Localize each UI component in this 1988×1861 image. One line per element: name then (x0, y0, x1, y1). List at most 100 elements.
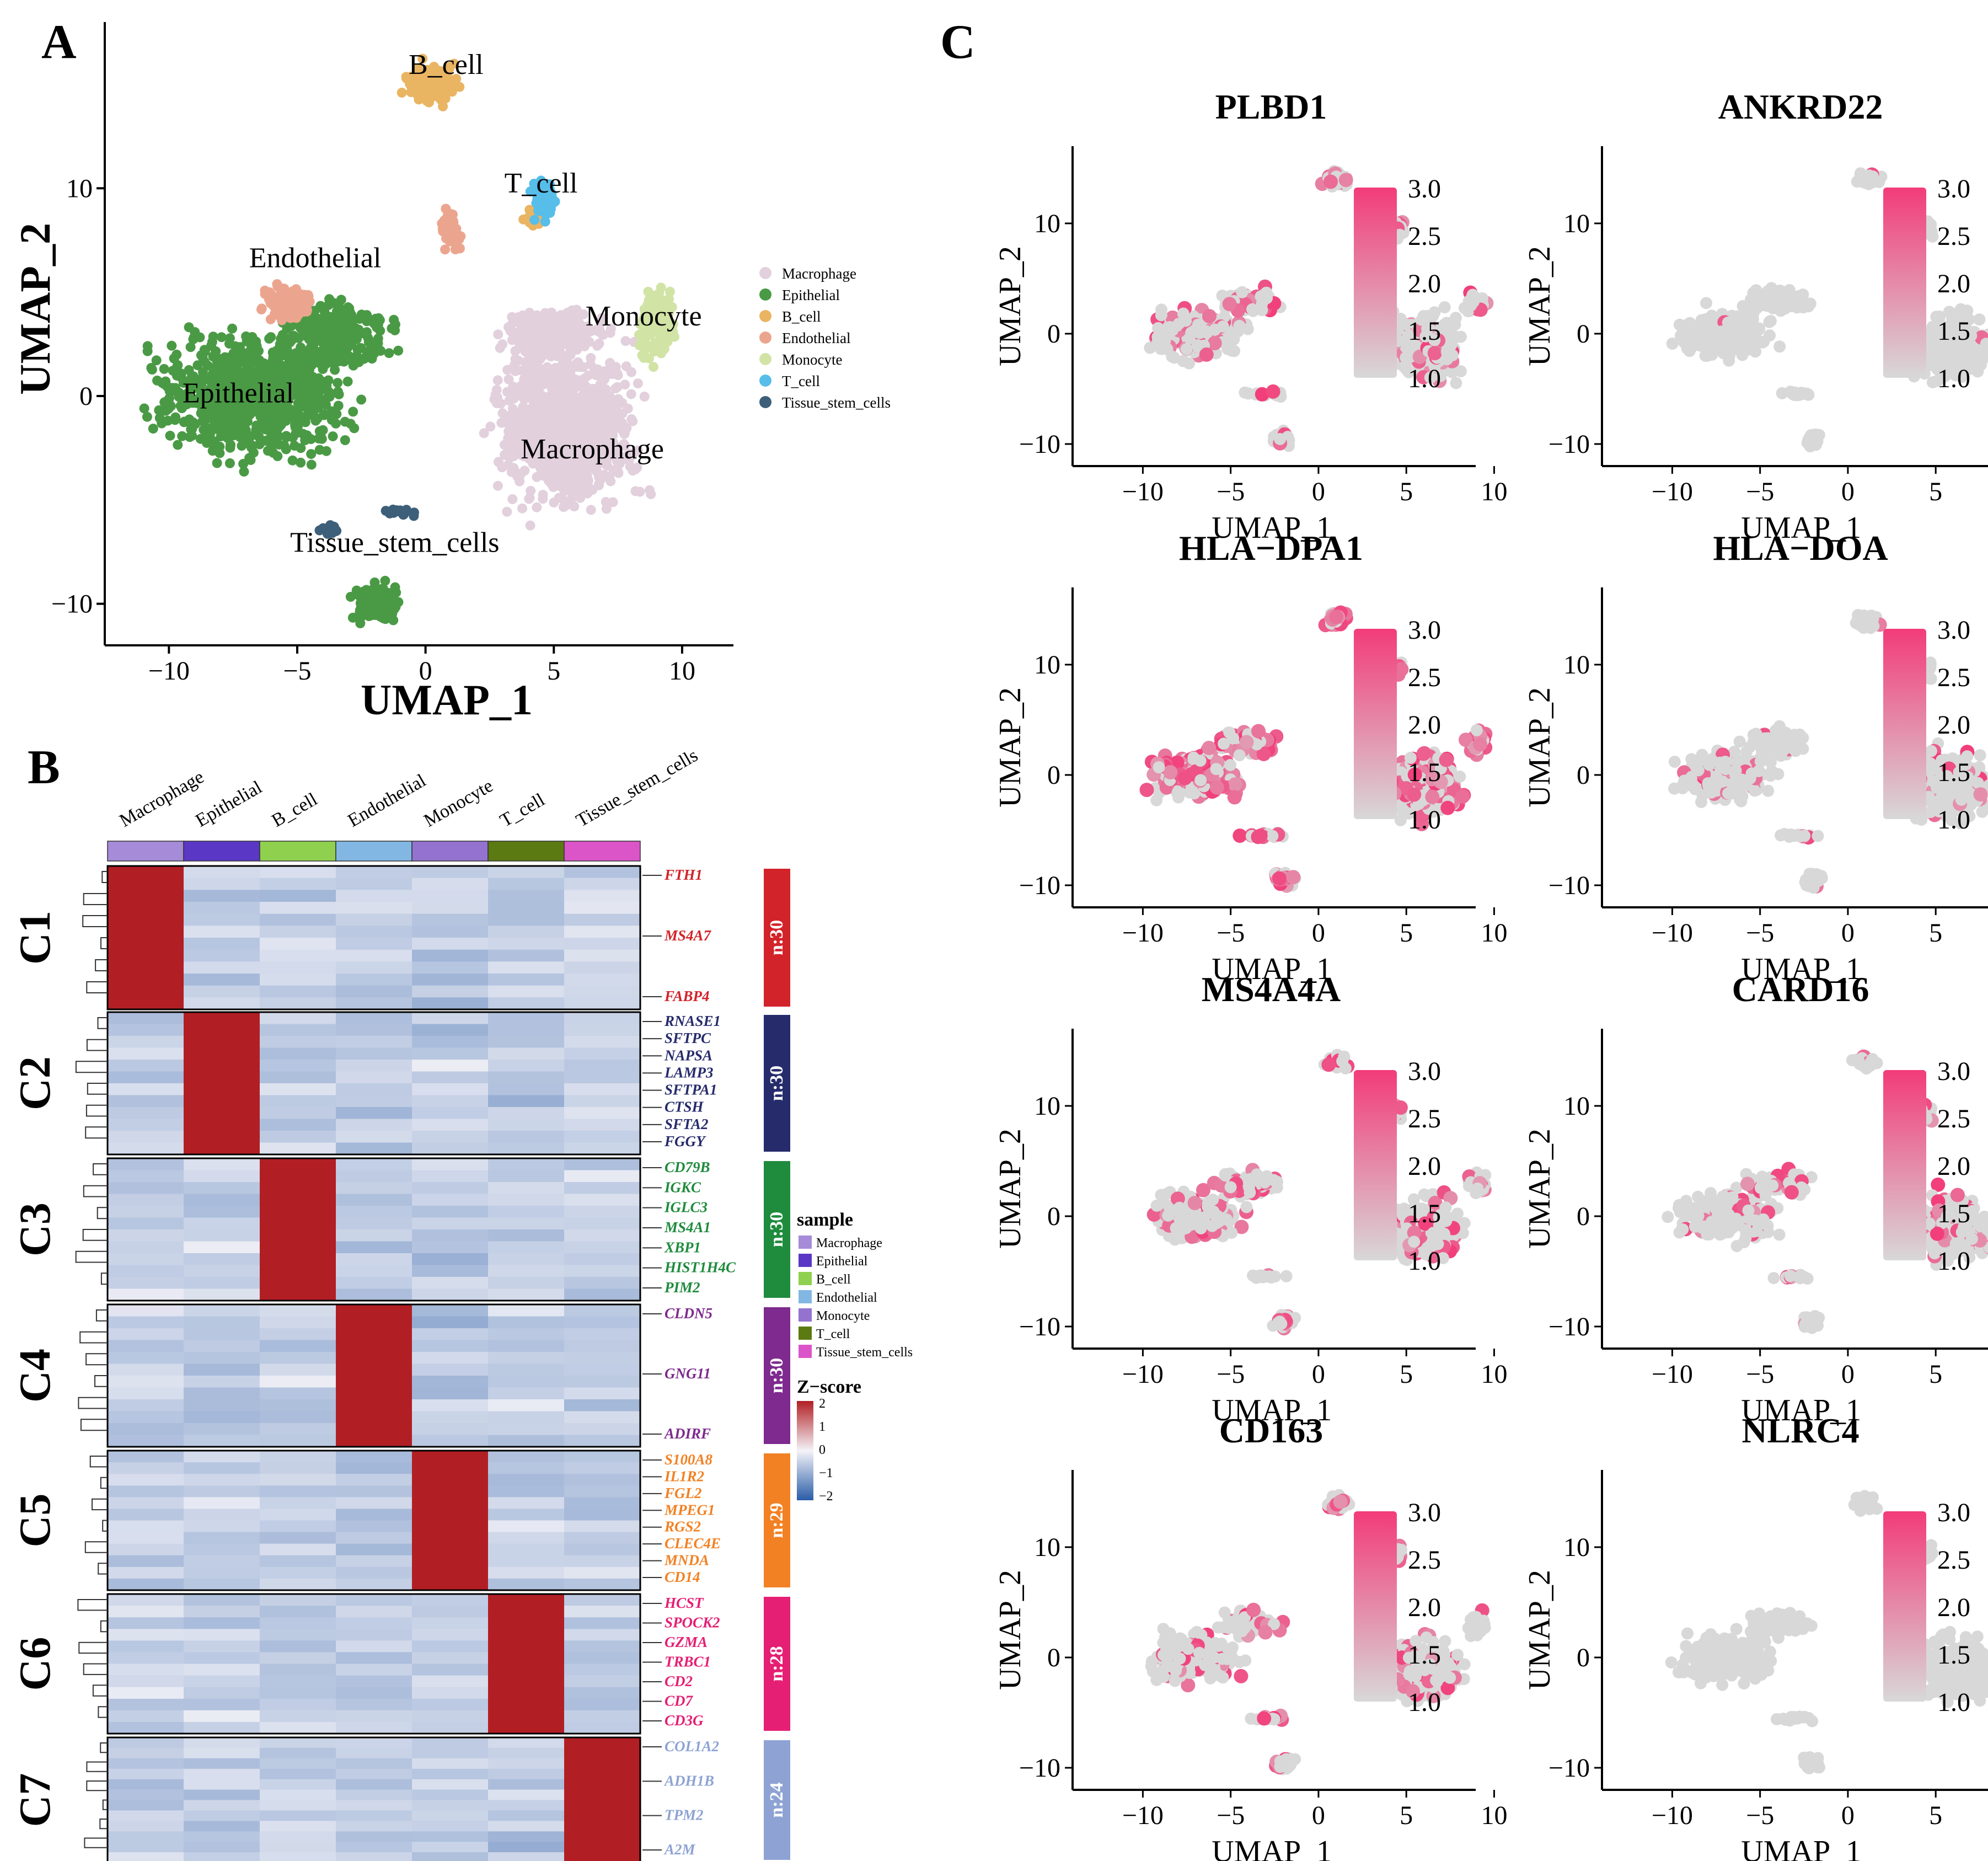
umap-point (294, 363, 305, 373)
heatmap-cell (564, 1328, 641, 1340)
heatmap-cell (564, 1555, 641, 1568)
dendrogram-branch (82, 915, 108, 927)
heatmap-cell (184, 1509, 260, 1521)
heatmap-cell (260, 1253, 336, 1265)
heatmap-cell (412, 938, 489, 950)
heatmap-cell (336, 1842, 412, 1853)
heatmap-cell (412, 974, 489, 986)
umap-point (224, 458, 235, 468)
legend-swatch (759, 331, 771, 344)
heatmap-cell (260, 1352, 336, 1364)
heatmap-cell (336, 1182, 412, 1194)
heatmap-cell (184, 1024, 260, 1036)
heatmap-cell (488, 1698, 565, 1711)
heatmap-cell (412, 1842, 489, 1853)
heatmap-cell (184, 1710, 260, 1723)
heatmap-cell (412, 913, 489, 926)
heatmap-cell (488, 1083, 565, 1095)
heatmap-cell (488, 1399, 565, 1411)
legend-swatch (799, 1308, 812, 1322)
heatmap-cell (412, 1119, 489, 1131)
umap-point (510, 366, 521, 376)
umap-point (333, 387, 343, 397)
umap-point (551, 465, 562, 475)
umap-point (396, 88, 407, 98)
umap-point (318, 410, 329, 420)
umap-point (554, 387, 565, 397)
dendrogram-branch (100, 937, 108, 949)
umap-point (172, 371, 182, 381)
heatmap-cell (412, 1423, 489, 1435)
heatmap-cell (564, 1652, 641, 1664)
heatmap-cell (412, 1831, 489, 1842)
heatmap-cell (488, 1747, 565, 1759)
heatmap-cell (336, 1779, 412, 1790)
umap-point (274, 343, 285, 354)
heatmap-cell (184, 1555, 260, 1568)
heatmap-cell (488, 1509, 565, 1521)
heatmap-cell (108, 1566, 184, 1579)
feature-plot-1: ANKRD22−10−50510100−10UMAP_1UMAP_23.02.5… (1523, 87, 1988, 545)
umap-point (492, 375, 503, 386)
heatmap-cell (184, 1485, 260, 1498)
heatmap-cell (260, 1194, 336, 1206)
sample-legend: sampleMacrophageEpithelialB_cellEndothel… (797, 1210, 913, 1360)
heatmap-cell (108, 1497, 184, 1509)
heatmap-cell (260, 1462, 336, 1474)
umap-point (299, 400, 310, 411)
heatmap-cell (184, 1095, 260, 1108)
heatmap-cell (260, 1831, 336, 1842)
dendrogram-branch (85, 1126, 108, 1139)
gene-label: TPM2 (665, 1807, 704, 1823)
heatmap-cell (488, 1566, 565, 1579)
gene-title: ANKRD22 (1718, 87, 1883, 126)
heatmap-cell (260, 1131, 336, 1143)
heatmap-cell (260, 1024, 336, 1036)
heatmap-cell (336, 1852, 412, 1861)
heatmap-cell (260, 1376, 336, 1388)
umap-point (567, 341, 578, 351)
heatmap-cell (412, 1435, 489, 1447)
heatmap-cell (488, 878, 565, 890)
color-tick: 2.5 (1408, 222, 1441, 251)
heatmap-cell (564, 1411, 641, 1424)
heatmap-cell (108, 1071, 184, 1084)
cell-point (1180, 343, 1193, 355)
umap-point (412, 89, 422, 99)
heatmap-cell (488, 1543, 565, 1556)
column-name: Endothelial (345, 771, 430, 831)
heatmap-cell (108, 1687, 184, 1699)
heatmap-cell (564, 1229, 641, 1242)
heatmap-cell (108, 1532, 184, 1544)
heatmap-cell (488, 1012, 565, 1024)
heatmap-cell (488, 1024, 565, 1036)
heatmap-cell (336, 1387, 412, 1400)
heatmap-cell (564, 1747, 641, 1759)
heatmap-cell (108, 1012, 184, 1024)
umap-point (151, 355, 162, 366)
heatmap-cell (260, 1497, 336, 1509)
umap-point (340, 435, 350, 445)
heatmap-cell (488, 1376, 565, 1388)
cell-point (1202, 309, 1217, 324)
cell-point (1450, 377, 1462, 389)
heatmap-cell (336, 1265, 412, 1277)
legend-swatch (799, 1272, 812, 1285)
heatmap-cell (412, 1617, 489, 1629)
heatmap-cell (336, 1710, 412, 1723)
column-name: Tissue_stem_cells (573, 745, 701, 831)
legend-label: Macrophage (816, 1236, 882, 1250)
umap-point (224, 339, 234, 349)
umap-point (596, 419, 606, 430)
heatmap-cell (260, 1532, 336, 1544)
heatmap-cell (260, 890, 336, 902)
umap-point (348, 407, 358, 417)
umap-point (186, 424, 196, 435)
heatmap-cell (184, 913, 260, 926)
umap-point (497, 339, 508, 350)
x-tick-label: 10 (669, 656, 695, 686)
heatmap-cell (488, 1206, 565, 1218)
column-name: B_cell (269, 789, 321, 831)
cell-point (1753, 322, 1766, 335)
cell-point (1706, 309, 1718, 322)
